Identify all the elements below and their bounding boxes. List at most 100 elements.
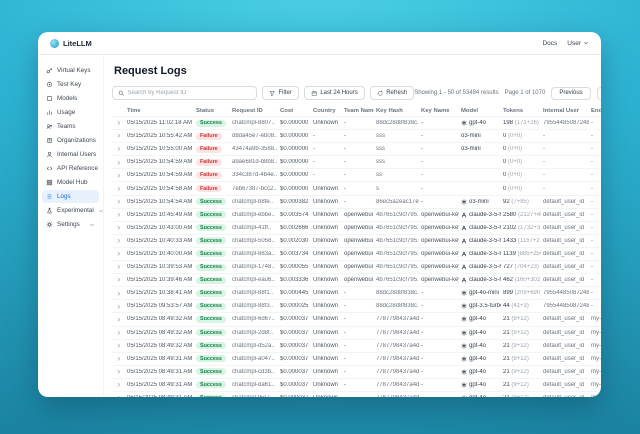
row-expand-icon[interactable] <box>112 291 125 297</box>
anthropic-icon <box>461 277 467 283</box>
sidebar-item-usage[interactable]: Usage <box>42 106 99 119</box>
row-expand-icon[interactable] <box>112 395 125 397</box>
row-expand-icon[interactable] <box>112 304 125 310</box>
table-row[interactable]: 05/15/2025 11:02:18 AM Success chatcmpl-88… <box>112 116 601 129</box>
table-row[interactable]: 05/15/2025 10:45:49 AM Success chatcmpl-eb… <box>112 207 601 221</box>
table-row[interactable]: 05/15/2025 08:49:31 AM Success chatcmpl-cd… <box>112 364 601 378</box>
table-body: 05/15/2025 11:02:18 AM Success chatcmpl-88… <box>112 116 601 397</box>
filter-button[interactable]: Filter <box>262 86 299 100</box>
table-row[interactable]: 05/15/2025 10:54:54 AM Success chatcmpl-b8… <box>112 194 601 208</box>
sidebar-item-virtual-keys[interactable]: Virtual Keys <box>42 64 99 77</box>
model-label: claude-3-5-hai.. <box>469 237 501 244</box>
sidebar-item-models[interactable]: Models <box>42 92 99 105</box>
table-row[interactable]: 05/15/2025 08:49:32 AM Success chatcmpl-6d… <box>112 312 601 325</box>
sidebar-item-test-key[interactable]: Test Key <box>42 78 99 91</box>
cell-team-name: - <box>344 172 346 179</box>
cell-country: - <box>313 172 315 179</box>
cell-key-hash: 7787798437a4d.. <box>376 395 419 397</box>
cell-cost: $0.000037 <box>280 316 309 323</box>
table-row[interactable]: 05/15/2025 08:49:32 AM Success chatcmpl-2d… <box>112 325 601 339</box>
row-expand-icon[interactable] <box>112 199 125 205</box>
cell-status: Success <box>196 329 230 337</box>
status-badge: Failure <box>196 145 222 153</box>
table-row[interactable]: 05/15/2025 10:40:33 AM Success chatcmpl-50… <box>112 233 601 247</box>
row-expand-icon[interactable] <box>112 238 125 244</box>
sidebar-item-teams[interactable]: Teams <box>42 120 99 133</box>
row-expand-icon[interactable] <box>112 343 125 349</box>
row-expand-icon[interactable] <box>112 317 125 323</box>
brand[interactable]: LiteLLM <box>50 38 92 48</box>
row-expand-icon[interactable] <box>112 330 125 336</box>
sidebar-item-experimental[interactable]: Experimental <box>42 204 103 217</box>
status-badge: Failure <box>196 171 222 179</box>
cell-internal-user: - <box>543 172 545 179</box>
table-row[interactable]: 05/15/2025 08:49:31 AM Success chatcmpl-a0… <box>112 351 601 365</box>
table-row[interactable]: 05/15/2025 10:39:46 AM Success chatcmpl-ea… <box>112 273 601 286</box>
cell-status: Success <box>196 211 230 219</box>
cell-status: Success <box>196 381 230 389</box>
cell-country: Unknown <box>313 277 339 284</box>
table-row[interactable]: 05/15/2025 10:43:00 AM Success chatcmpl-41… <box>112 220 601 234</box>
sidebar-item-internal-users[interactable]: Internal Users <box>42 148 99 161</box>
anthropic-icon <box>461 264 467 270</box>
table-row[interactable]: 05/15/2025 10:55:42 AM Failure d8da45e7-eb… <box>112 129 601 142</box>
cell-status: Failure <box>196 132 230 140</box>
docs-link[interactable]: Docs <box>542 39 558 47</box>
cell-key-hash: 7787798437a4d.. <box>376 329 419 336</box>
cell-key-name: openwebui-key-2 <box>421 237 459 244</box>
cell-end-user: - <box>591 224 593 231</box>
row-expand-icon[interactable] <box>112 251 125 257</box>
cell-status: Failure <box>196 171 230 179</box>
row-expand-icon[interactable] <box>112 382 125 388</box>
search-box[interactable] <box>112 86 257 100</box>
table-row[interactable]: 05/15/2025 09:53:57 AM Success chatcmpl-88… <box>112 299 601 312</box>
cell-request-id: chatcmpl-6d67.. <box>232 316 275 323</box>
row-expand-icon[interactable] <box>112 369 125 375</box>
cell-model: claude-3-5-hai.. <box>461 225 501 231</box>
table-row[interactable]: 05/15/2025 08:49:32 AM Success chatcmpl-d5… <box>112 338 601 352</box>
search-input[interactable] <box>127 90 251 96</box>
status-badge: Success <box>196 315 226 323</box>
row-expand-icon[interactable] <box>112 277 125 283</box>
model-label: gpt-4o <box>469 316 487 323</box>
table-row[interactable]: 05/15/2025 10:55:00 AM Failure 43474a9b-35… <box>112 142 601 155</box>
table-row[interactable]: 05/15/2025 10:54:59 AM Failure 334c387d-4b… <box>112 168 601 181</box>
row-expand-icon[interactable] <box>112 212 125 218</box>
row-expand-icon[interactable] <box>112 356 125 362</box>
table-row[interactable]: 05/15/2025 10:38:41 AM Success chatcmpl-88… <box>112 286 601 299</box>
table-row[interactable]: 05/15/2025 10:39:53 AM Success chatcmpl-17… <box>112 260 601 273</box>
row-expand-icon[interactable] <box>112 264 125 270</box>
row-expand-icon[interactable] <box>112 173 125 179</box>
cell-internal-user: default_user_id <box>543 342 585 349</box>
sidebar-item-organizations[interactable]: Organizations <box>42 134 99 147</box>
row-expand-icon[interactable] <box>112 146 125 152</box>
sidebar-item-model-hub[interactable]: Model Hub <box>42 176 99 189</box>
column-header: Request ID <box>232 108 263 114</box>
funnel-icon <box>269 90 275 96</box>
cell-team-name: - <box>344 290 346 297</box>
cell-request-id: d8da45e7-eb08.. <box>232 133 278 140</box>
sidebar-item-api-reference[interactable]: API Reference <box>42 162 99 175</box>
table-row[interactable]: 05/15/2025 10:54:58 AM Failure 7eb67387-bc… <box>112 181 601 194</box>
sidebar-item-logs[interactable]: Logs <box>42 190 99 203</box>
table-row[interactable]: 05/15/2025 10:54:59 AM Failure a9ae681d-b8… <box>112 155 601 168</box>
tokens-breakdown: (885+254) <box>517 250 541 257</box>
time-range-button[interactable]: Last 24 Hours <box>303 86 365 100</box>
previous-page-button[interactable]: Previous <box>551 86 591 100</box>
row-expand-icon[interactable] <box>112 120 125 126</box>
chevron-down-icon <box>584 41 588 45</box>
sidebar-item-settings[interactable]: Settings <box>42 218 99 231</box>
refresh-button[interactable]: Refresh <box>369 86 415 100</box>
table-row[interactable]: 05/15/2025 08:49:31 AM Success chatcmpl-da… <box>112 377 601 391</box>
cell-team-name: - <box>344 303 346 310</box>
cell-model: claude-3-5-hai.. <box>461 212 501 218</box>
row-expand-icon[interactable] <box>112 160 125 166</box>
model-label: claude-3-5-hai.. <box>469 250 501 257</box>
next-page-button[interactable]: Next <box>596 86 601 100</box>
row-expand-icon[interactable] <box>112 225 125 231</box>
table-row[interactable]: 05/15/2025 10:40:00 AM Success chatcmpl-88… <box>112 246 601 260</box>
row-expand-icon[interactable] <box>112 186 125 192</box>
row-expand-icon[interactable] <box>112 133 125 139</box>
user-menu[interactable]: User <box>567 40 589 47</box>
